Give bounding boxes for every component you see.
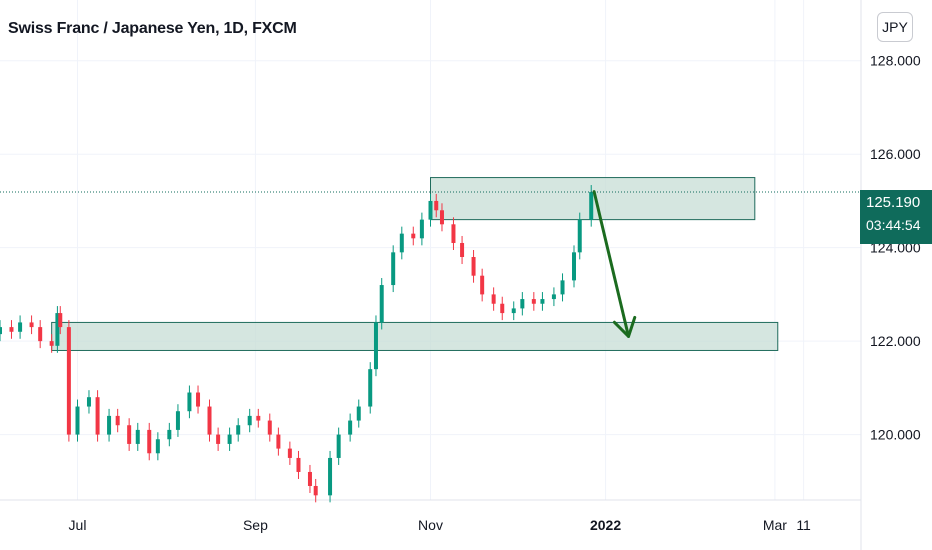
candle-body	[58, 313, 63, 328]
candle-body	[589, 192, 594, 220]
candle-body	[572, 252, 576, 281]
candle-body	[18, 322, 23, 332]
candle-body	[196, 392, 201, 407]
x-tick-label: 11	[796, 517, 811, 533]
candle-body	[577, 219, 582, 253]
candle-body	[348, 420, 353, 435]
candle-body	[373, 322, 378, 370]
candle-body	[207, 406, 212, 435]
candle-body	[551, 294, 556, 300]
candle-body	[471, 257, 476, 276]
candle-body	[267, 420, 272, 435]
candle-body	[55, 313, 60, 346]
candle-body	[187, 392, 192, 412]
candle-body	[391, 252, 396, 286]
candle-body	[313, 485, 318, 496]
candle-body	[307, 471, 312, 486]
candle-body	[29, 322, 34, 328]
candle-body	[155, 439, 160, 454]
y-tick-label: 122.000	[870, 333, 921, 349]
candle-body	[287, 448, 292, 458]
candle-body	[500, 303, 505, 314]
x-tick-label: Nov	[418, 517, 443, 533]
candle-body	[419, 219, 424, 239]
candle-body	[491, 294, 496, 304]
candle-body	[480, 275, 485, 295]
candle-body	[236, 425, 241, 435]
candle-body	[560, 280, 565, 295]
candle-body	[531, 299, 536, 304]
candle-body	[75, 406, 80, 435]
candle-body	[167, 429, 172, 440]
x-tick-label: Jul	[69, 517, 87, 533]
chart-title: Swiss Franc / Japanese Yen, 1D, FXCM	[8, 20, 297, 37]
candle-body	[147, 429, 152, 454]
zones-layer	[51, 177, 779, 351]
candle-body	[38, 327, 43, 342]
candle-body	[49, 341, 54, 346]
last-price-badge: 125.190 03:44:54	[860, 190, 932, 244]
candle-body	[115, 415, 120, 426]
candle-body	[0, 327, 2, 335]
arrow-layer	[592, 190, 637, 338]
candle-body	[399, 233, 404, 253]
candle-body	[434, 200, 439, 211]
support-zone	[51, 321, 779, 351]
last-price-value: 125.190	[866, 194, 921, 211]
y-tick-label: 120.000	[870, 427, 921, 443]
currency-button[interactable]: JPY	[877, 12, 913, 42]
x-tick-label: 2022	[590, 517, 621, 533]
candle-body	[175, 411, 180, 430]
candle-body	[356, 406, 361, 421]
candle-body	[95, 397, 100, 435]
candle-body	[328, 457, 333, 496]
candle-body	[296, 457, 301, 472]
candle-body	[256, 415, 261, 421]
down-arrow-head	[612, 315, 637, 338]
candle-body	[379, 285, 384, 323]
candle-body	[227, 434, 232, 444]
down-arrow-shaft	[592, 190, 631, 338]
candle-body	[66, 327, 71, 435]
candle-body	[247, 415, 252, 426]
candle-body	[411, 233, 416, 239]
candle-body	[86, 397, 91, 407]
x-tick-label: Mar	[763, 517, 787, 533]
candle-body	[428, 200, 433, 220]
candle-body	[368, 369, 373, 407]
candles-layer	[0, 185, 594, 503]
candle-body	[9, 327, 14, 332]
candle-body	[127, 425, 132, 444]
bar-countdown: 03:44:54	[866, 217, 921, 233]
candle-body	[451, 224, 456, 243]
candle-body	[107, 415, 112, 435]
candle-body	[439, 210, 444, 225]
candle-body	[540, 299, 545, 304]
y-tick-label: 128.000	[870, 53, 921, 69]
y-tick-label: 126.000	[870, 146, 921, 162]
candle-body	[276, 434, 281, 449]
candle-body	[135, 429, 140, 444]
candle-body	[336, 434, 341, 458]
candle-body	[511, 308, 516, 314]
time-axis: Jul Sep Nov 2022 Mar 11	[69, 517, 812, 533]
candle-body	[520, 299, 525, 309]
candle-body	[460, 242, 465, 258]
candle-body	[216, 434, 221, 444]
x-tick-label: Sep	[243, 517, 268, 533]
